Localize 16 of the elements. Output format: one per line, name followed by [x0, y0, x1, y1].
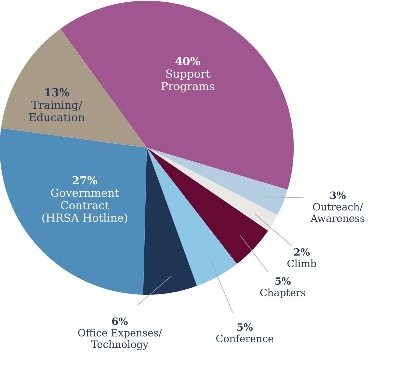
- slice-label: Climb: [288, 260, 316, 268]
- slice-label: Chapters: [260, 288, 306, 298]
- slice-label: Support Programs: [162, 70, 214, 93]
- data-label: 5%: [276, 278, 291, 286]
- data-label: 27%: [72, 176, 98, 185]
- slice-label: Training/ Education: [29, 100, 85, 122]
- data-label: 6%: [112, 318, 128, 326]
- data-label: 5%: [238, 323, 253, 332]
- slice-label: Office Expenses/ Technology: [78, 329, 162, 350]
- slice-label: Conference: [216, 334, 274, 342]
- data-label: 40%: [176, 57, 201, 66]
- slice-label: Government Contract (HRSA Hotline): [42, 188, 128, 224]
- data-label: 2%: [294, 248, 310, 256]
- data-label: 13%: [46, 88, 70, 97]
- slice-label: Outreach/ Awareness: [310, 203, 365, 222]
- data-label: 3%: [330, 192, 346, 200]
